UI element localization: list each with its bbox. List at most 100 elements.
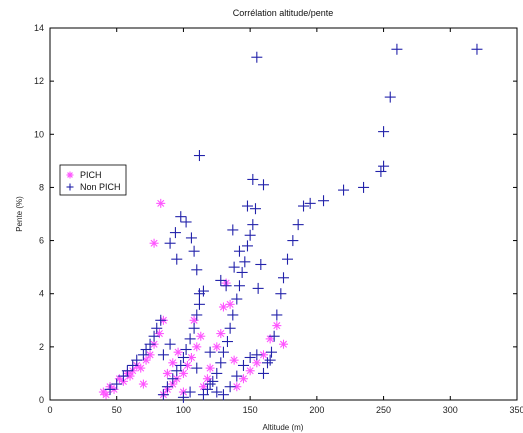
non-pich-point [268,330,280,342]
pich-point [138,379,148,389]
pich-point [216,329,226,339]
non-pich-point [197,389,209,401]
pich-point [238,374,248,384]
non-pich-point [298,200,310,212]
legend-marker-non-pich [66,183,74,191]
pich-point [149,238,159,248]
x-tick-label: 250 [376,405,391,415]
x-tick-label: 200 [309,405,324,415]
non-pich-point [111,378,123,390]
non-pich-point [249,203,261,215]
pich-point [272,321,282,331]
non-pich-point [231,370,243,382]
non-pich-point [191,309,203,321]
pich-point [205,363,215,373]
non-pich-point [318,195,330,207]
non-pich-point [175,359,187,371]
non-pich-point [191,264,203,276]
non-pich-point [215,357,227,369]
pich-point [192,342,202,352]
y-tick-label: 4 [39,289,44,299]
legend-label-pich: PICH [80,170,102,180]
non-pich-point [261,357,273,369]
series-non-pich [104,43,483,403]
non-pich-point [204,346,216,358]
non-pich-point [282,253,294,265]
non-pich-point [224,322,236,334]
non-pich-point [167,373,179,385]
pich-point [162,368,172,378]
non-pich-point [148,330,160,342]
non-pich-point [207,375,219,387]
x-tick-label: 100 [176,405,191,415]
non-pich-point [157,389,169,401]
non-pich-point [304,197,316,209]
non-pich-point [292,219,304,231]
non-pich-point [185,232,197,244]
y-tick-label: 12 [34,76,44,86]
non-pich-point [287,235,299,247]
legend-marker-pich [66,171,74,179]
pich-point [136,363,146,373]
non-pich-point [220,280,232,292]
non-pich-point [378,160,390,172]
non-pich-point [188,245,200,257]
non-pich-point [217,346,229,358]
non-pich-point [169,227,181,239]
non-pich-point [137,349,149,361]
non-pich-point [211,386,223,398]
y-tick-label: 8 [39,182,44,192]
y-axis-title: Pente (%) [15,196,24,232]
non-pich-point [247,219,259,231]
plot-area-frame [49,27,518,401]
non-pich-point [121,365,133,377]
non-pich-point [104,383,116,395]
data-points [98,43,483,403]
pich-point [258,350,268,360]
pich-point [212,342,222,352]
x-tick-label: 350 [509,405,523,415]
y-tick-label: 10 [34,129,44,139]
non-pich-point [188,322,200,334]
legend-label-non-pich: Non PICH [80,182,121,192]
non-pich-point [224,381,236,393]
chart-title: Corrélation altitude/pente [233,8,334,18]
non-pich-point [184,333,196,345]
pich-point [198,382,208,392]
non-pich-point [131,354,143,366]
pich-point [156,198,166,208]
non-pich-point [231,293,243,305]
x-axis-title: Altitude (m) [263,423,304,432]
non-pich-point [244,229,256,241]
pich-point [173,347,183,357]
non-pich-point [157,349,169,361]
y-tick-label: 14 [34,23,44,33]
non-pich-point [233,280,245,292]
non-pich-point [161,381,173,393]
legend: PICH Non PICH [59,164,127,196]
legend-box [59,164,127,196]
non-pich-point [164,237,176,249]
non-pich-point [211,367,223,379]
non-pich-point [215,274,227,286]
pich-point [229,355,239,365]
y-tick-label: 2 [39,342,44,352]
non-pich-point [193,288,205,300]
pich-point [196,331,206,341]
non-pich-point [227,224,239,236]
pich-point [225,299,235,309]
non-pich-point [151,322,163,334]
non-pich-point [378,126,390,138]
non-pich-point [244,351,256,363]
non-pich-point [375,165,387,177]
non-pich-point [171,253,183,265]
pich-point [178,368,188,378]
non-pich-point [278,272,289,284]
non-pich-point [251,51,263,63]
non-pich-point [227,309,239,321]
pich-point [265,334,275,344]
non-pich-point [180,216,192,228]
non-pich-point [217,389,229,401]
non-pich-point [275,288,287,300]
